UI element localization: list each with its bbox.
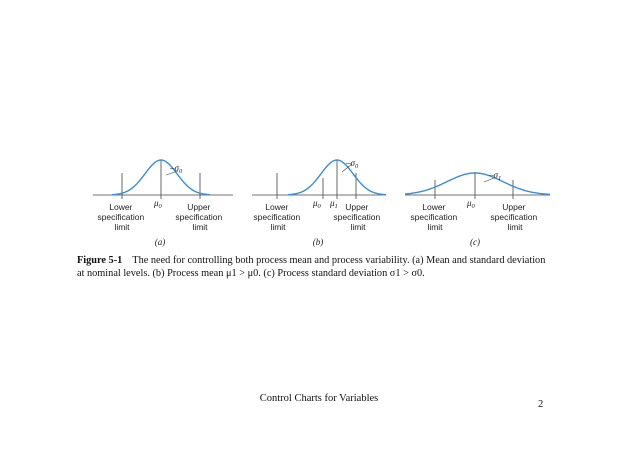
caption-line-2: at nominal levels. (b) Process mean μ1 >… [77,268,425,279]
panel-c-sigma-leader [483,177,495,183]
figure-caption: Figure 5-1 The need for controlling both … [77,254,557,280]
panel-a: –σ0 μ0 Lower specification limit Upper s… [93,159,233,247]
panel-b-lower-spec-label: Lower specification limit [253,202,302,232]
panel-a-lower-spec-label: Lower specification limit [97,202,146,232]
panel-c-mean-label: μ0 [466,198,476,210]
panel-c-sigma-label: –σ1 [488,170,501,182]
panel-b-mu1-label: μ1 [329,198,338,210]
panel-c: –σ1 μ0 Lower specification limit Upper s… [404,170,551,247]
panel-b-normal-curve [287,159,387,196]
caption-line-1: Figure 5-1 The need for controlling both … [77,254,557,267]
panel-b-sigma-leader [341,163,353,173]
panel-b-tag: (b) [313,237,324,247]
panel-c-normal-curve [404,172,551,196]
page-number: 2 [538,399,544,410]
footer-title: Control Charts for Variables [259,393,379,404]
panel-b-mu0-label: μ0 [312,198,322,210]
panel-b: –σ0 μ0 μ1 Lower specification limit Uppe… [252,158,387,247]
panel-a-normal-curve [111,159,211,196]
panel-a-sigma-leader [165,170,179,176]
panel-c-tag: (c) [470,237,480,247]
panel-c-upper-spec-label: Upper specification limit [490,202,539,232]
panel-b-upper-spec-label: Upper specification limit [333,202,382,232]
caption-figure-label: Figure 5-1 [77,255,123,266]
panel-a-upper-spec-label: Upper specification limit [175,202,224,232]
caption-text-1: The need for controlling both process me… [132,255,546,266]
panel-c-lower-spec-label: Lower specification limit [410,202,459,232]
panel-a-tag: (a) [155,237,166,247]
panel-a-mean-label: μ0 [153,198,163,210]
